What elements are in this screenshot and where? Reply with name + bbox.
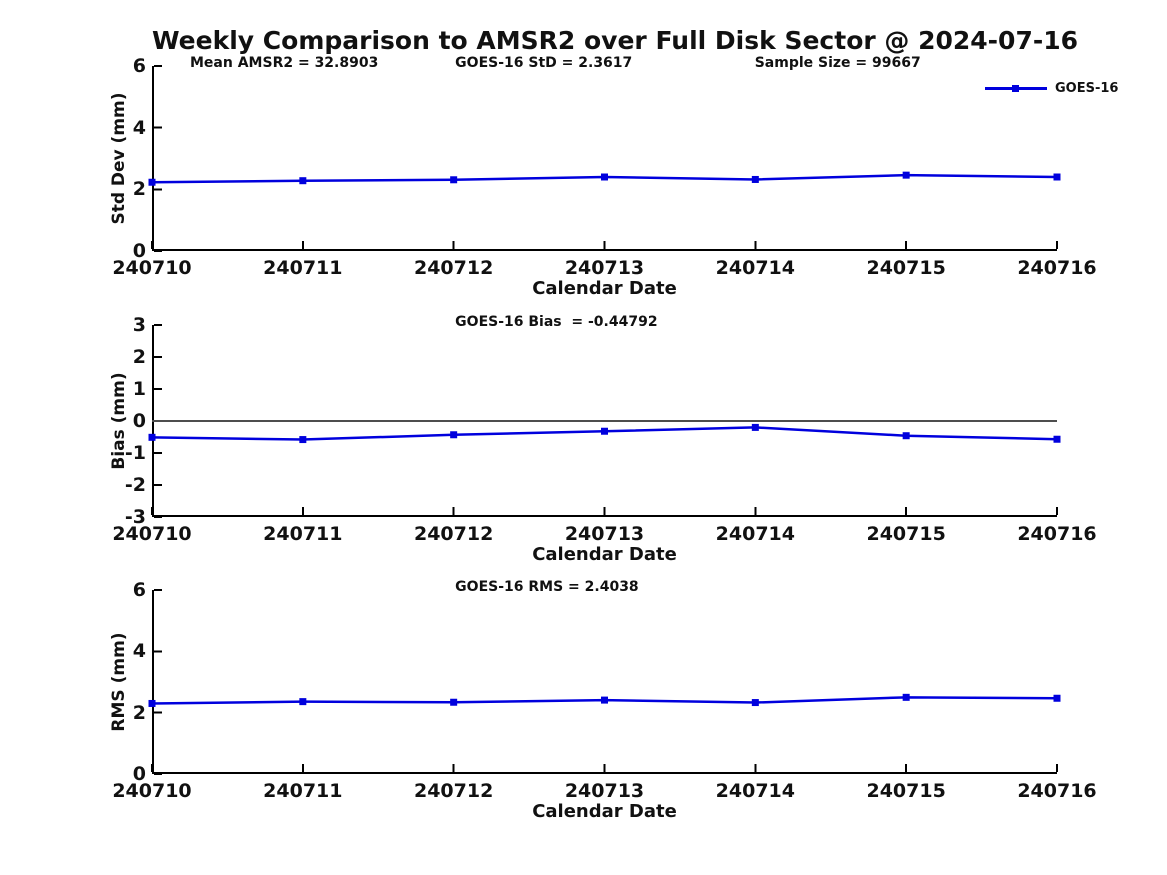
y-tick-label: 0 <box>132 240 146 262</box>
x-tick-label: 240716 <box>1017 257 1097 279</box>
plot-area-std-dev <box>148 65 1061 252</box>
y-tick-label: 2 <box>132 178 146 201</box>
y-tick-label: 0 <box>132 763 146 785</box>
x-tick-label: 240712 <box>413 257 494 279</box>
panel-rms: RMS (mm) Calendar Date 0 2 4 6 240710 240711 2… <box>109 579 1097 822</box>
y-tick-label: -1 <box>124 442 146 464</box>
x-tick-label: 240714 <box>715 780 795 802</box>
y-tick-label: -2 <box>124 474 146 496</box>
panel-annotation: GOES-16 RMS = 2.4038 <box>455 579 639 595</box>
data-point-marker <box>450 176 458 184</box>
panel-annotation: Sample Size = 99667 <box>754 55 921 71</box>
data-point-marker <box>299 698 307 706</box>
y-tick-label: 0 <box>132 410 146 432</box>
data-point-marker <box>601 173 608 181</box>
data-point-marker <box>902 693 910 701</box>
x-tick-label: 240713 <box>564 257 645 279</box>
data-point-marker <box>450 698 458 706</box>
y-tick-label: 3 <box>132 314 146 336</box>
x-tick-label: 240715 <box>866 780 946 802</box>
data-point-marker <box>601 427 608 435</box>
legend-square-marker-icon <box>1012 85 1019 92</box>
x-tick-label: 240711 <box>263 257 343 279</box>
x-tick-label: 240710 <box>112 257 192 279</box>
x-tick-label: 240715 <box>866 523 946 545</box>
data-point-marker <box>751 699 759 707</box>
panel-annotation: GOES-16 Bias = -0.44792 <box>455 314 658 330</box>
data-point-marker <box>148 433 156 441</box>
data-point-marker <box>450 431 458 439</box>
data-point-marker <box>1053 435 1061 443</box>
data-point-marker <box>751 175 759 183</box>
x-tick-label: 240715 <box>866 257 946 279</box>
data-point-marker <box>751 423 759 431</box>
data-point-marker <box>299 177 307 185</box>
y-axis-label-std-dev: Std Dev (mm) <box>109 92 129 225</box>
y-axis-label-rms: RMS (mm) <box>109 632 129 732</box>
data-point-marker <box>148 699 156 707</box>
x-tick-label: 240712 <box>413 780 494 802</box>
legend-label: GOES-16 <box>1055 81 1119 96</box>
legend-swatch <box>985 84 1047 93</box>
plot-area-bias <box>148 324 1061 518</box>
data-point-marker <box>601 696 608 704</box>
y-tick-label: -3 <box>124 506 146 528</box>
y-tick-label: 2 <box>132 346 146 368</box>
x-tick-label: 240710 <box>112 523 192 545</box>
y-tick-label: 4 <box>132 116 146 139</box>
data-point-marker <box>902 432 910 440</box>
x-tick-label: 240711 <box>263 780 343 802</box>
x-tick-label: 240714 <box>715 257 795 279</box>
y-tick-label: 4 <box>132 640 146 663</box>
x-axis-label-std-dev: Calendar Date <box>532 278 677 299</box>
data-point-marker <box>1053 173 1061 181</box>
y-tick-label: 2 <box>132 701 146 724</box>
panel-annotation: GOES-16 StD = 2.3617 <box>455 55 633 71</box>
data-point-marker <box>1053 694 1061 702</box>
data-point-marker <box>902 171 910 179</box>
data-point-marker <box>299 436 307 444</box>
x-axis-label-bias: Calendar Date <box>532 544 677 565</box>
y-tick-label: 6 <box>132 579 146 601</box>
y-tick-label: 1 <box>132 378 146 400</box>
x-tick-label: 240710 <box>112 780 192 802</box>
plot-area-rms <box>148 589 1061 775</box>
panel-std-dev: Std Dev (mm) Calendar Date GOES-16 0 2 4 6 2… <box>109 55 1118 299</box>
x-tick-label: 240714 <box>715 523 795 545</box>
panel-annotation: Mean AMSR2 = 32.8903 <box>190 55 379 71</box>
x-axis-label-rms: Calendar Date <box>532 801 677 822</box>
x-tick-label: 240713 <box>564 780 645 802</box>
x-tick-label: 240713 <box>564 523 645 545</box>
data-point-marker <box>148 178 156 186</box>
legend: GOES-16 <box>985 81 1118 96</box>
panel-bias: Bias (mm) Calendar Date -3 -2 -1 0 1 2 3 240710… <box>109 314 1097 565</box>
x-tick-label: 240712 <box>413 523 494 545</box>
chart-title: Weekly Comparison to AMSR2 over Full Dis… <box>152 26 1079 55</box>
x-tick-label: 240716 <box>1017 780 1097 802</box>
y-tick-label: 6 <box>132 55 146 77</box>
x-tick-label: 240716 <box>1017 523 1097 545</box>
x-tick-label: 240711 <box>263 523 343 545</box>
